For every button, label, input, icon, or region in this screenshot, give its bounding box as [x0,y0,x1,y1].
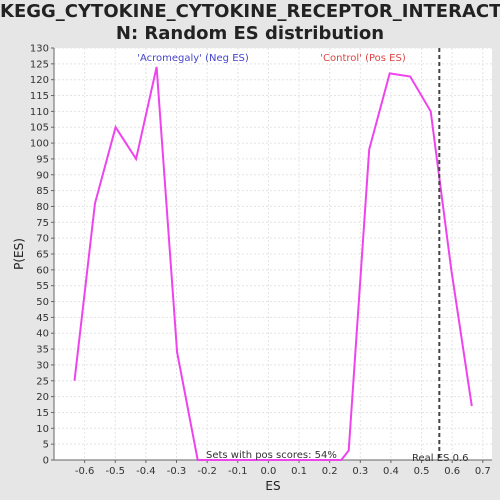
y-tick-label: 0 [43,456,49,467]
y-tick-label: 5 [43,440,49,451]
y-tick-label: 45 [36,313,49,324]
x-tick-label: 0.4 [383,466,399,477]
x-tick-label: 0.2 [322,466,338,477]
grid [54,47,492,461]
y-tick-label: 70 [36,234,49,245]
y-tick-label: 15 [36,408,49,419]
y-tick-label: 35 [36,345,49,356]
y-tick-label: 80 [36,202,49,213]
y-tick-label: 20 [36,392,49,403]
y-tick-label: 105 [30,123,49,134]
y-tick-label: 85 [36,186,49,197]
x-axis-label: ES [265,479,280,493]
y-tick-label: 125 [30,59,49,70]
x-tick-label: 0.6 [444,466,460,477]
y-tick-label: 90 [36,170,49,181]
y-tick-label: 30 [36,360,49,371]
y-tick-label: 55 [36,281,49,292]
x-tick-label: 0.5 [414,466,430,477]
x-tick-label: -0.3 [167,466,187,477]
y-tick-label: 25 [36,376,49,387]
y-tick-label: 50 [36,297,49,308]
x-tick-label: -0.5 [106,466,126,477]
y-axis-ticks: 0 5 10 15 20 25 30 35 40 45 50 55 60 65 70 75 80 85 90 95 10… [30,44,54,467]
y-tick-label: 75 [36,218,49,229]
x-tick-label: 0.3 [352,466,368,477]
pos-es-annotation: 'Control' (Pos ES) [320,53,406,64]
y-tick-label: 65 [36,250,49,261]
series-line [73,66,473,461]
chart-title-line-1: KEGG_CYTOKINE_CYTOKINE_RECEPTOR_INTERACT… [0,1,500,22]
pos-scores-annotation: Sets with pos scores: 54% [206,450,337,461]
x-tick-label: -0.2 [197,466,217,477]
x-tick-label: 0.1 [291,466,307,477]
x-tick-label: -0.6 [75,466,95,477]
neg-es-annotation: 'Acromegaly' (Neg ES) [137,53,249,64]
y-tick-label: 95 [36,154,49,165]
y-tick-label: 130 [30,44,49,55]
y-tick-label: 110 [30,107,49,118]
x-tick-label: 0.7 [475,466,491,477]
x-tick-label: -0.1 [228,466,248,477]
x-axis-ticks: -0.6 -0.5 -0.4 -0.3 -0.2 -0.1 0.0 0.1 0.2 0.3 0.4 0… [75,460,491,477]
chart-title-line-2: N: Random ES distribution [115,23,385,44]
y-tick-label: 115 [30,91,49,102]
y-tick-label: 120 [30,75,49,86]
y-tick-label: 10 [36,424,49,435]
x-tick-label: 0.0 [260,466,276,477]
real-es-annotation: Real ES 0.6 [412,453,468,464]
y-axis-label: P(ES) [12,238,26,270]
y-tick-label: 40 [36,329,49,340]
y-tick-label: 60 [36,265,49,276]
x-tick-label: -0.4 [136,466,156,477]
y-tick-label: 100 [30,139,49,150]
